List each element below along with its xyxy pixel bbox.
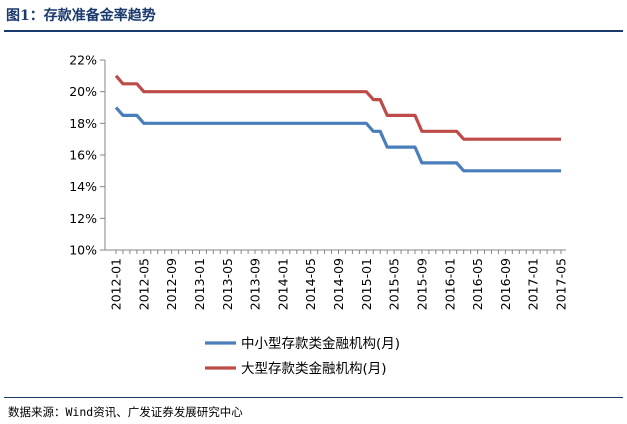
top-rule [4,30,623,32]
x-tick-label: 2016-05 [470,258,485,310]
legend-label: 大型存款类金融机构(月) [241,361,387,377]
x-tick-label: 2016-01 [442,258,457,310]
reserve-ratio-chart: 10%12%14%16%18%20%22% 2012-01 2012-05 2012… [69,53,569,378]
legend: 中小型存款类金融机构(月) 大型存款类金融机构(月) [205,336,400,377]
y-tick-label: 14% [69,179,97,194]
x-tick-label: 2015-01 [359,258,374,310]
x-tick-label: 2016-09 [498,258,513,310]
figure-title: 图1：存款准备金率趋势 [6,8,156,24]
x-tick-label: 2014-05 [303,258,318,310]
y-tick-label: 22% [69,53,97,68]
legend-label: 中小型存款类金融机构(月) [241,336,400,352]
y-axis: 10% 12% 14% 16% 18% 20% 22% [69,53,106,258]
y-tick-label: 16% [69,148,97,163]
x-tick-label: 2013-01 [192,258,207,310]
x-tick-label: 2014-09 [331,258,346,310]
x-tick-label: 2012-01 [109,258,124,310]
y-tick-label: 10% [69,243,97,258]
source-note: 数据来源：Wind资讯、广发证券发展研究中心 [8,405,243,419]
x-tick-label: 2015-05 [387,258,402,310]
x-tick-label: 2012-05 [136,258,151,310]
y-tick-label: 18% [69,116,97,131]
x-tick-label: 2017-05 [554,258,569,310]
x-tick-label: 2017-01 [526,258,541,310]
series-line-large [114,74,561,141]
y-tick-label: 12% [69,211,97,226]
x-tick-label: 2015-09 [414,258,429,310]
x-tick-label: 2012-09 [164,258,179,310]
x-tick-label: 2014-01 [275,258,290,310]
bottom-rule [4,397,623,398]
y-tick-label: 20% [69,84,97,99]
x-tick-label: 2013-09 [248,258,263,310]
series-lines [114,74,561,173]
series-line-small-medium [114,106,561,173]
x-axis: 2012-01 2012-05 2012-09 2013-01 2013-05 2013-… [105,249,569,310]
x-tick-label: 2013-05 [220,258,235,310]
